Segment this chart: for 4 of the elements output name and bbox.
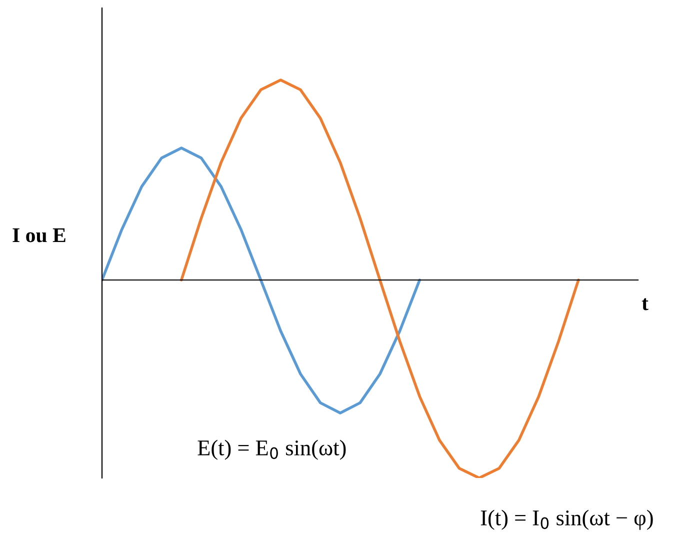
y-axis-title: I ou E — [12, 228, 66, 242]
text: I(t) = I$_{0}$ sin(ωt − φ) — [480, 510, 653, 530]
x-axis-title: t — [642, 298, 648, 310]
annotation: E(t) = E$_{0}$ sin(ωt) — [198, 440, 346, 460]
